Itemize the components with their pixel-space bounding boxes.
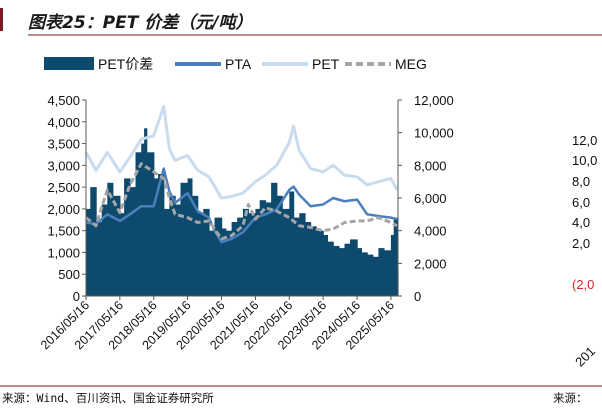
legend-label: PET: [312, 56, 340, 72]
pet-spread-bar: [101, 204, 108, 296]
y-right-tick-label: 8,000: [414, 158, 447, 173]
y-left-tick-label: 4,000: [47, 115, 80, 130]
adjacent-negative-label: (2,0: [572, 277, 594, 292]
pet-spread-bar: [141, 143, 145, 296]
pet-spread-bar: [378, 248, 385, 296]
pet-spread-bar: [304, 222, 312, 296]
chart-title: 图表25：PET 价差（元/吨）: [28, 13, 252, 33]
pet-spread-bar: [361, 252, 368, 296]
y-right-tick-label: 4,000: [414, 224, 447, 239]
pet-spread-bar: [129, 187, 137, 296]
legend-swatch-pet-spread: [44, 57, 94, 70]
pet-spread-bar: [289, 191, 295, 296]
y-left-tick-label: 1,500: [47, 224, 80, 239]
y-left-tick-label: 1,000: [47, 245, 80, 260]
pet-spread-bar: [135, 152, 142, 296]
y-left-tick-label: 3,500: [47, 137, 80, 152]
pet-spread-bar: [357, 248, 362, 296]
pet-spread-bar: [90, 187, 97, 296]
pet-spread-bar: [214, 217, 223, 296]
pet-spread-bar: [259, 200, 267, 296]
pet-spread-bar: [124, 178, 131, 296]
pet-spread-bar: [203, 208, 210, 296]
pet-spread-bar: [383, 250, 392, 296]
y-right-tick-label: 10,000: [414, 126, 454, 141]
pet-spread-bar: [197, 213, 204, 296]
adjacent-chart-fragment: 12,0 10,0 8,0 6,0 4,0 2,0 (2,0 201: [572, 133, 598, 369]
pet-spread-bar: [276, 195, 283, 296]
pet-spread-bar: [169, 195, 176, 296]
y-right-tick-label: 2,000: [414, 256, 447, 271]
adjacent-tick-label: 6,0: [572, 195, 590, 210]
pet-spread-bar: [153, 178, 159, 296]
pet-spread-bar: [119, 213, 125, 296]
pet-spread-bar: [221, 228, 227, 296]
pet-spread-bar: [242, 208, 249, 296]
source-note: 来源：Wind、百川资讯、国金证券研究所: [2, 391, 214, 405]
legend-label: PTA: [225, 56, 252, 72]
pet-spread-bar: [367, 254, 374, 296]
legend-label: PET价差: [98, 56, 153, 72]
y-left-tick-label: 2,500: [47, 180, 80, 195]
pet-spread-bar: [208, 230, 216, 296]
legend-label: MEG: [395, 56, 427, 72]
adjacent-tick-label: 12,0: [572, 133, 597, 148]
pet-spread-bar: [163, 208, 170, 296]
adjacent-tick-label: 8,0: [572, 174, 590, 189]
series-line-pta: [85, 167, 398, 244]
y-left-tick-label: 0: [73, 289, 80, 304]
title-accent-bar: [0, 8, 3, 31]
y-left-tick-label: 500: [58, 267, 80, 282]
pet-spread-bar: [310, 226, 317, 296]
pet-spread-bar: [231, 222, 238, 296]
pet-spread-bar: [248, 213, 257, 296]
pet-spread-bar: [86, 208, 91, 296]
adjacent-x-fragment: 201: [572, 344, 598, 370]
pet-spread-bar: [107, 182, 114, 296]
pet-spread-bar: [327, 241, 334, 296]
pet-spread-bar: [350, 239, 358, 296]
pet-spread-bar: [316, 230, 324, 296]
pet-spread-bar: [112, 195, 121, 296]
pet-spread-bar: [146, 152, 155, 296]
pet-spread-bar: [333, 245, 340, 296]
pet-spread-bar: [191, 195, 199, 296]
adjacent-tick-label: 10,0: [572, 153, 597, 168]
pet-spread-bar: [393, 217, 398, 296]
adjacent-tick-label: 2,0: [572, 236, 590, 251]
pet-spread-bar: [390, 235, 395, 296]
pet-spread-bar: [225, 230, 233, 296]
pet-spread-bar: [96, 222, 103, 296]
pet-spread-bar: [158, 174, 165, 296]
pet-spread-bar: [180, 182, 189, 296]
y-left-tick-label: 4,500: [47, 93, 80, 108]
series-line-pet: [84, 105, 399, 200]
y-right-tick-label: 0: [414, 289, 421, 304]
pet-spread-bar: [323, 235, 328, 296]
chart-legend: PET价差 PTA PET MEG: [44, 56, 427, 72]
pet-spread-bar: [255, 208, 261, 296]
y-left-tick-label: 2,000: [47, 202, 80, 217]
series-line-meg: [85, 162, 398, 241]
pet-spread-bar: [187, 178, 193, 296]
pet-spread-bar: [338, 248, 346, 296]
pet-spread-bar: [144, 128, 148, 296]
y-right-tick-label: 12,000: [414, 93, 454, 108]
pet-spread-bar: [271, 182, 278, 296]
y-right-tick-label: 6,000: [414, 191, 447, 206]
price-lines: [84, 105, 399, 244]
pet-spread-bar: [293, 217, 300, 296]
source-note-right: 来源：: [553, 391, 588, 405]
pet-spread-bar: [237, 217, 244, 296]
pet-spread-bar: [344, 243, 351, 296]
pet-spread-bar: [175, 204, 182, 296]
pet-spread-bar: [372, 256, 380, 296]
pet-spread-bar: [265, 202, 272, 296]
pet-spread-bar: [299, 213, 306, 296]
y-left-tick-label: 3,000: [47, 158, 80, 173]
pet-spread-bar: [282, 208, 290, 296]
adjacent-tick-label: 4,0: [572, 215, 590, 230]
